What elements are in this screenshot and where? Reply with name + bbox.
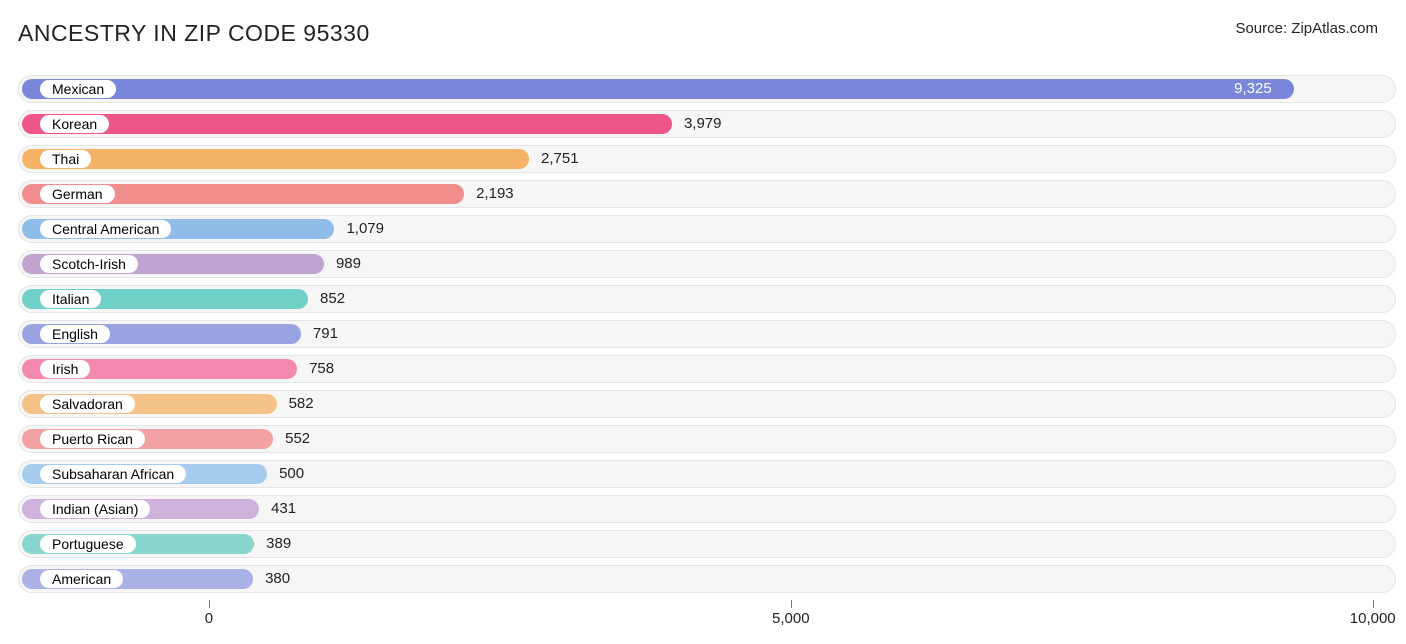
bar-fill: [22, 149, 529, 169]
bar-value: 1,079: [346, 219, 384, 239]
bar-label: German: [40, 185, 115, 203]
bar-row: Scotch-Irish 989: [18, 250, 1396, 278]
bar-value: 500: [279, 464, 304, 484]
axis-tick: [791, 600, 792, 608]
bar-value: 989: [336, 254, 361, 274]
bar-label: American: [40, 570, 123, 588]
ancestry-chart: ANCESTRY IN ZIP CODE 95330 Source: ZipAt…: [0, 0, 1406, 640]
bar-fill: [22, 114, 672, 134]
bar-row: German 2,193: [18, 180, 1396, 208]
bar-row: Irish 758: [18, 355, 1396, 383]
bar-label: English: [40, 325, 110, 343]
bar-row: Indian (Asian) 431: [18, 495, 1396, 523]
bar-value: 582: [289, 394, 314, 414]
bar-label: Central American: [40, 220, 171, 238]
bar-value: 2,193: [476, 184, 514, 204]
bar-label: Portuguese: [40, 535, 136, 553]
x-axis: 0 5,000 10,000: [18, 600, 1396, 630]
bar-row: Mexican 9,325: [18, 75, 1396, 103]
bar-value: 9,325: [1234, 79, 1272, 99]
bar-value: 758: [309, 359, 334, 379]
bar-value: 389: [266, 534, 291, 554]
bar-value: 791: [313, 324, 338, 344]
bar-label: Korean: [40, 115, 109, 133]
chart-header: ANCESTRY IN ZIP CODE 95330 Source: ZipAt…: [18, 20, 1396, 47]
axis-tick-label: 5,000: [772, 610, 810, 627]
bar-label: Mexican: [40, 80, 116, 98]
bar-row: Thai 2,751: [18, 145, 1396, 173]
bar-row: American 380: [18, 565, 1396, 593]
bar-label: Irish: [40, 360, 90, 378]
bar-label: Salvadoran: [40, 395, 135, 413]
bar-value: 852: [320, 289, 345, 309]
bars-area: Mexican 9,325 Korean 3,979 Thai 2,751 German 2,…: [18, 75, 1396, 593]
bar-row: Central American 1,079: [18, 215, 1396, 243]
bar-row: Italian 852: [18, 285, 1396, 313]
bar-value: 431: [271, 499, 296, 519]
bar-label: Scotch-Irish: [40, 255, 138, 273]
bar-row: Portuguese 389: [18, 530, 1396, 558]
axis-tick: [1373, 600, 1374, 608]
bar-label: Thai: [40, 150, 91, 168]
axis-tick-label: 0: [205, 610, 213, 627]
bar-label: Puerto Rican: [40, 430, 145, 448]
bar-fill: [22, 79, 1294, 99]
axis-tick-label: 10,000: [1350, 610, 1396, 627]
chart-source: Source: ZipAtlas.com: [1235, 20, 1378, 37]
bar-value: 552: [285, 429, 310, 449]
bar-value: 2,751: [541, 149, 579, 169]
bar-row: Subsaharan African 500: [18, 460, 1396, 488]
bar-value: 3,979: [684, 114, 722, 134]
bar-label: Subsaharan African: [40, 465, 186, 483]
bar-value: 380: [265, 569, 290, 589]
axis-tick: [209, 600, 210, 608]
bar-row: Korean 3,979: [18, 110, 1396, 138]
bar-row: English 791: [18, 320, 1396, 348]
bar-label: Italian: [40, 290, 101, 308]
bar-row: Salvadoran 582: [18, 390, 1396, 418]
chart-title: ANCESTRY IN ZIP CODE 95330: [18, 20, 370, 47]
bar-label: Indian (Asian): [40, 500, 150, 518]
bar-row: Puerto Rican 552: [18, 425, 1396, 453]
